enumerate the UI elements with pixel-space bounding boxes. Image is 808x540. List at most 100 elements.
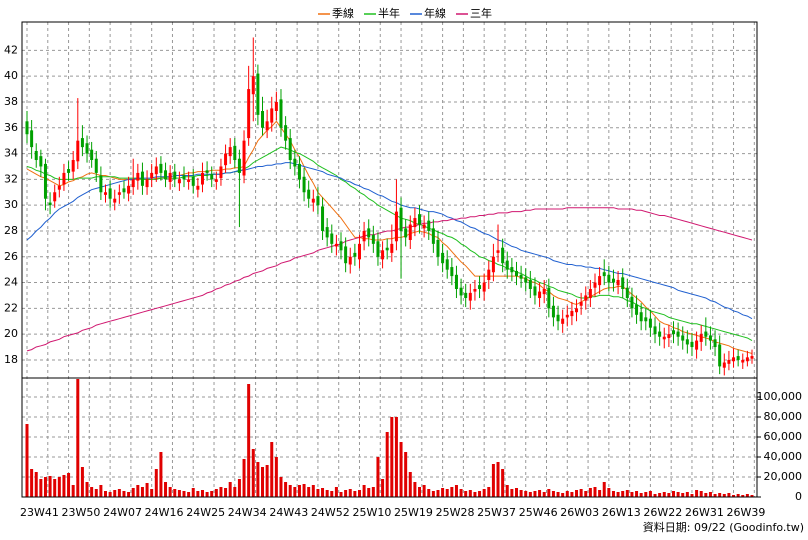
candle-body (67, 169, 71, 173)
candle-body (325, 227, 329, 238)
volume-bar (621, 491, 625, 497)
candle-body (131, 179, 135, 188)
candle-body (648, 318, 652, 328)
volume-bar (570, 492, 574, 497)
candle-body (593, 282, 597, 288)
candle-body (233, 145, 237, 161)
volume-bar (159, 452, 163, 497)
volume-bar (57, 477, 61, 497)
volume-bar (708, 492, 712, 497)
volume-bar (127, 492, 131, 497)
candle-body (741, 359, 745, 363)
candle-body (357, 243, 361, 260)
candle-body (404, 228, 408, 238)
candle-body (533, 286, 537, 296)
volume-bar (344, 490, 348, 497)
volume-bar (321, 488, 325, 497)
candle-body (732, 357, 736, 362)
volume-bar (108, 492, 112, 497)
volume-bar (468, 490, 472, 497)
volume-bar (30, 469, 34, 497)
legend-label: 年線 (424, 6, 446, 20)
candle-body (25, 121, 29, 135)
grid: 18 20 22 24 26 28 30 32 34 36 38 40 42 0 20,000 40,000 6… (4, 22, 802, 519)
candle-body (459, 287, 463, 296)
candle-body (413, 218, 417, 228)
candle-body (436, 239, 440, 257)
candle-body (658, 331, 662, 337)
candle-body (371, 234, 375, 244)
candle-body (464, 292, 468, 299)
volume-bar (274, 457, 278, 497)
legend-label: 季線 (332, 6, 354, 20)
x-tick-label: 24W25 (186, 506, 225, 519)
volume-bar (732, 495, 736, 497)
volume-bar (330, 491, 334, 497)
candle-body (321, 206, 325, 231)
candle-body (496, 250, 500, 253)
volume-bar (593, 487, 597, 497)
volume-bar (104, 491, 108, 497)
volume-bar (579, 489, 583, 497)
candle-body (491, 256, 495, 273)
volume-bar (408, 472, 412, 497)
candle-body (394, 211, 398, 242)
volume-bar (616, 492, 620, 497)
candle-body (339, 241, 343, 251)
candle-body (418, 214, 422, 225)
candle-body (214, 179, 218, 182)
candle-body (90, 149, 94, 161)
volume-bar (418, 487, 422, 497)
candle-body (538, 291, 542, 299)
volume-bar (478, 491, 482, 497)
volume-bar (611, 491, 615, 497)
candle-body (519, 274, 523, 279)
x-tick-label: 24W52 (311, 506, 350, 519)
volume-bar (251, 449, 255, 497)
y-tick-label: 32 (4, 172, 18, 185)
candle-body (431, 228, 435, 244)
legend: 季線 半年 年線 三年 (318, 6, 492, 20)
volume-bar (501, 469, 505, 497)
candle-body (722, 362, 726, 368)
candle-body (482, 282, 486, 292)
candle-body (362, 230, 366, 242)
volume-bar (371, 487, 375, 497)
volume-bar (538, 490, 542, 497)
candle-body (57, 185, 61, 190)
volume-bar (191, 488, 195, 497)
x-tick-label: 26W39 (727, 506, 766, 519)
volume-bar (168, 487, 172, 497)
volume-bar (736, 494, 740, 497)
volume-bar (48, 476, 52, 497)
moving-average-line (26, 162, 753, 320)
volume-bar (565, 491, 569, 497)
volume-bar (584, 491, 588, 497)
candle-body (219, 166, 223, 179)
candle-body (450, 267, 454, 277)
candle-body (501, 247, 505, 264)
volume-bar (722, 494, 726, 497)
volume-bar (154, 469, 158, 497)
volume-bar (140, 487, 144, 497)
candle-body (256, 73, 260, 115)
volume-bar (685, 492, 689, 497)
y2-tick-label: 80,000 (764, 410, 803, 423)
y2-tick-label: 100,000 (757, 390, 803, 403)
volume-bar (745, 494, 749, 497)
volume-bar (427, 489, 431, 497)
candle-body (644, 317, 648, 322)
candle-body (676, 331, 680, 337)
volume-bar (67, 473, 71, 497)
volume-bar (662, 492, 666, 497)
volume-bar (542, 492, 546, 497)
volume-bar (293, 487, 297, 497)
volume-bar (113, 490, 117, 497)
volume-bar (62, 475, 66, 497)
volume-bar (625, 490, 629, 497)
candle-body (445, 259, 449, 270)
volume-bar (367, 488, 371, 497)
